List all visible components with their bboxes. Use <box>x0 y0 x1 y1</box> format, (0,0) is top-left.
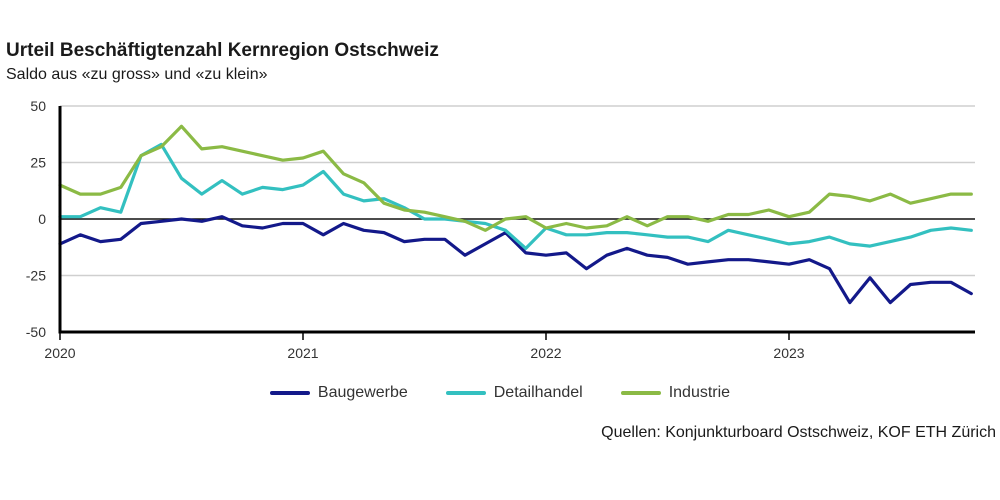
legend-item-industrie: Industrie <box>620 384 731 402</box>
line-chart: 50 25 0 -25 -50 2020 2021 2022 2023 <box>26 98 975 361</box>
chart-title: Urteil Beschäftigtenzahl Kernregion Osts… <box>6 40 439 61</box>
legend-item-detailhandel: Detailhandel <box>445 384 583 402</box>
y-tick-label: 50 <box>30 98 46 114</box>
legend-item-baugewerbe: Baugewerbe <box>269 384 408 402</box>
legend-label-baugewerbe: Baugewerbe <box>317 384 408 401</box>
legend-swatch-industrie <box>620 391 661 395</box>
y-tick-label: 0 <box>38 211 46 227</box>
chart-legend: Baugewerbe Detailhandel Industrie <box>0 384 1000 402</box>
series-line-detailhandel <box>58 142 973 250</box>
x-tick-label: 2023 <box>773 345 804 361</box>
legend-swatch-detailhandel <box>445 391 486 395</box>
x-tick-label: 2020 <box>44 345 75 361</box>
y-tick-label: 25 <box>30 155 46 171</box>
x-tick-label: 2021 <box>287 345 318 361</box>
x-tick-label: 2022 <box>530 345 561 361</box>
series-line-industrie <box>58 124 973 232</box>
legend-label-industrie: Industrie <box>668 384 731 401</box>
y-tick-label: -25 <box>26 268 46 284</box>
chart-subtitle: Saldo aus «zu gross» und «zu klein» <box>6 66 268 83</box>
y-tick-label: -50 <box>26 324 46 340</box>
series-line-baugewerbe <box>58 215 973 305</box>
source-note: Quellen: Konjunkturboard Ostschweiz, KOF… <box>601 424 996 441</box>
legend-swatch-baugewerbe <box>269 391 310 395</box>
legend-label-detailhandel: Detailhandel <box>493 384 583 401</box>
